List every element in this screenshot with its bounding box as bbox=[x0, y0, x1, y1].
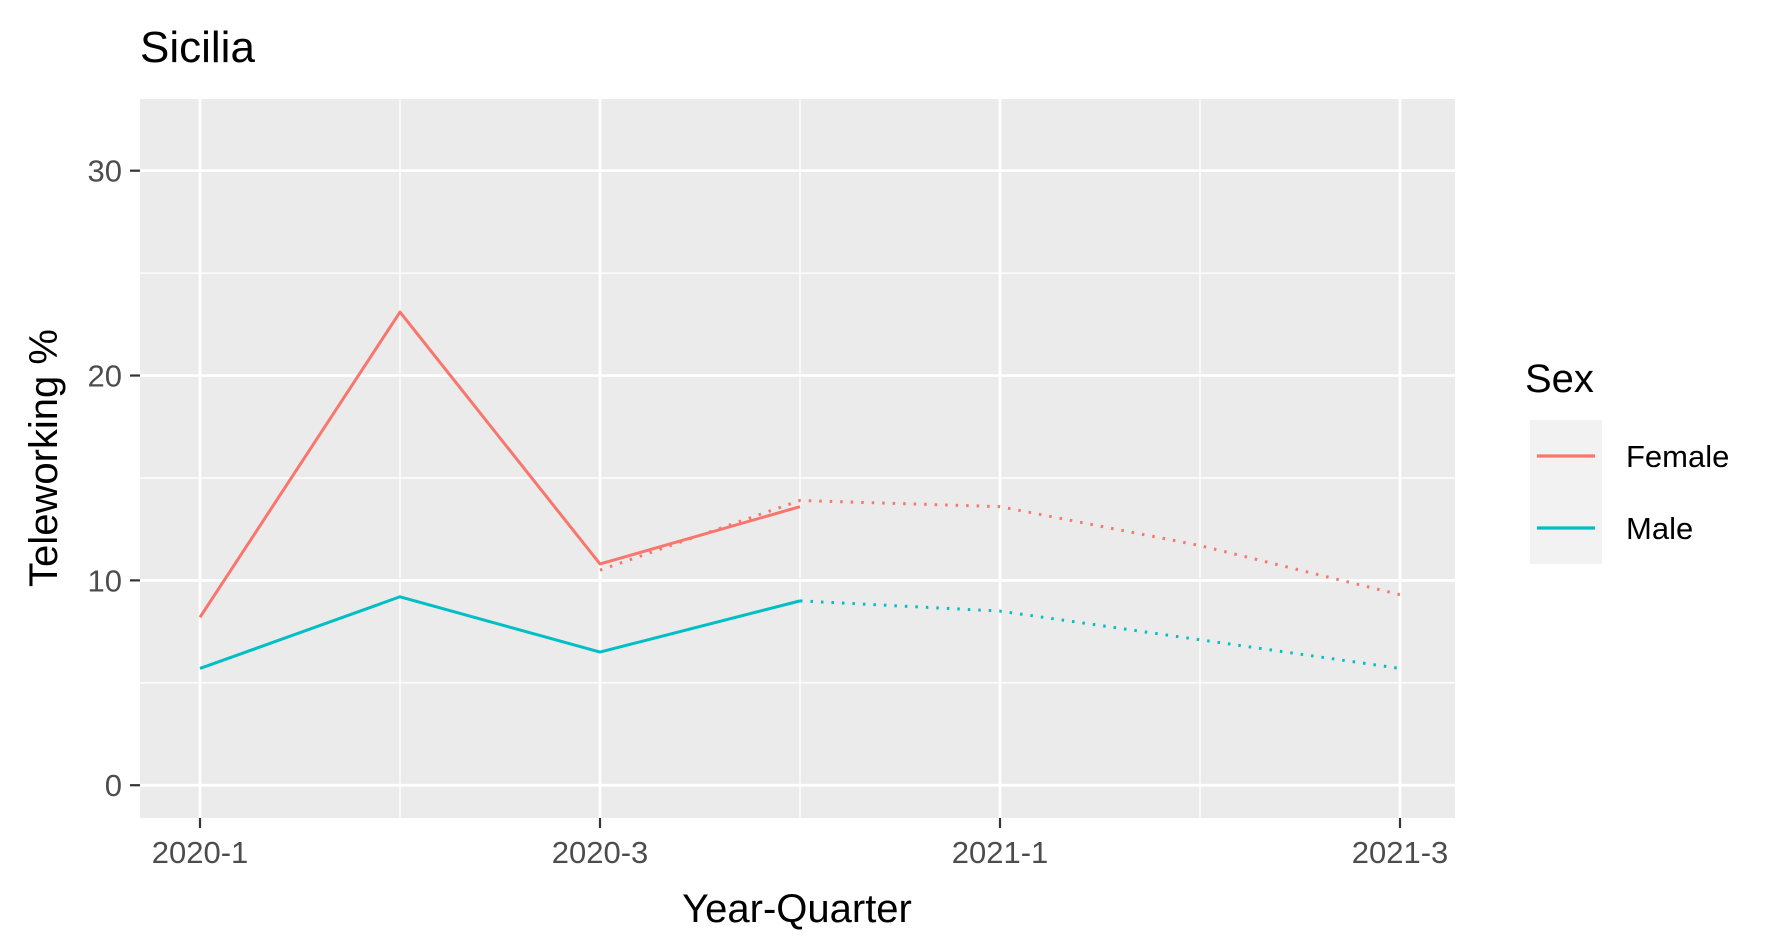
x-tick-label: 2020-1 bbox=[152, 835, 249, 870]
series-layer bbox=[198, 310, 1401, 670]
x-axis-title: Year-Quarter bbox=[682, 887, 912, 931]
major-gridlines bbox=[140, 99, 1455, 818]
male-observed-line bbox=[199, 595, 801, 670]
y-tick-labels: 0 10 20 30 bbox=[88, 154, 122, 804]
legend-label-female: Female bbox=[1626, 439, 1729, 474]
axis-ticks bbox=[130, 169, 1402, 828]
x-tick-label: 2020-3 bbox=[552, 835, 649, 870]
y-axis-title: Teleworking % bbox=[22, 329, 66, 587]
y-tick-label: 20 bbox=[88, 359, 122, 394]
x-tick-labels: 2020-1 2020-3 2021-1 2021-3 bbox=[152, 835, 1449, 870]
x-tick-label: 2021-3 bbox=[1352, 835, 1449, 870]
female-observed-line bbox=[198, 310, 801, 619]
legend-label-male: Male bbox=[1626, 511, 1693, 546]
plot-panel bbox=[140, 99, 1455, 818]
minor-gridlines bbox=[140, 99, 1455, 818]
y-tick-label: 30 bbox=[88, 154, 122, 189]
x-tick-label: 2021-1 bbox=[952, 835, 1049, 870]
y-tick-label: 0 bbox=[105, 768, 122, 803]
female-forecast-line bbox=[599, 498, 1401, 597]
legend-title: Sex bbox=[1525, 357, 1594, 401]
chart-title: Sicilia bbox=[140, 23, 255, 72]
y-tick-label: 10 bbox=[88, 563, 122, 598]
legend: Sex Female Male bbox=[1525, 357, 1729, 564]
